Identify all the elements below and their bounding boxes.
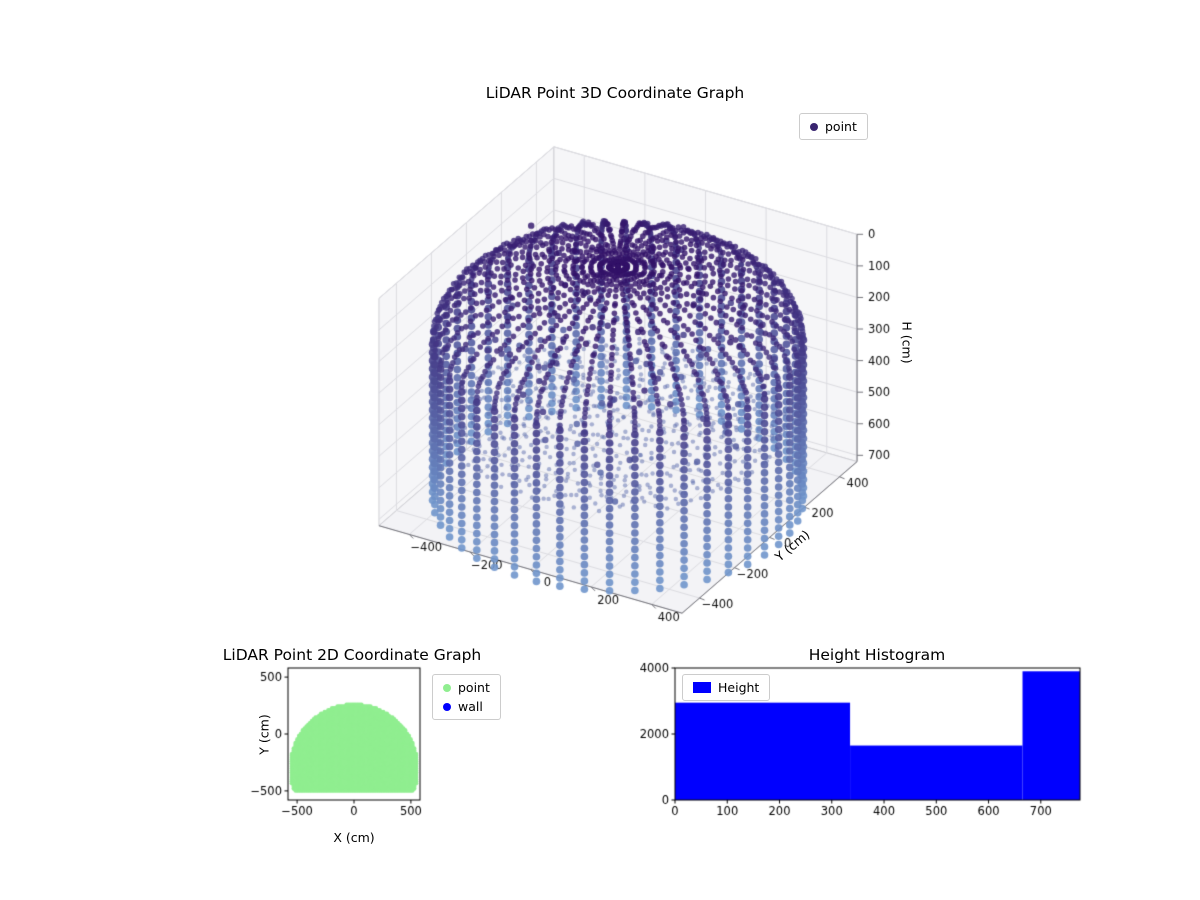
chart3d-title: LiDAR Point 3D Coordinate Graph [485,84,745,102]
wall-marker-icon [443,702,451,711]
chart3d-legend-label: point [825,119,857,134]
chart2d-title: LiDAR Point 2D Coordinate Graph [222,646,482,664]
legend-item-point: point [443,680,490,695]
histogram-legend-label: Height [718,680,760,695]
chart2d-y-axis-label: Y (cm) [256,714,272,755]
chart3d-legend: point [799,113,868,140]
chart3d-canvas [280,110,960,650]
legend-label-point: point [458,680,490,695]
histogram-legend: Height [682,674,771,701]
legend-label-wall: wall [458,699,483,714]
histogram-title: Height Histogram [808,646,946,664]
point-marker-icon [443,683,451,692]
chart2d-x-axis-label: X (cm) [333,830,375,845]
point-marker-icon [810,122,818,131]
chart2d-legend: point wall [432,674,501,720]
legend-item-wall: wall [443,699,483,714]
chart2d-canvas [240,648,450,828]
chart3d-h-axis-label: H (cm) [899,321,915,364]
height-patch-icon [693,682,711,693]
